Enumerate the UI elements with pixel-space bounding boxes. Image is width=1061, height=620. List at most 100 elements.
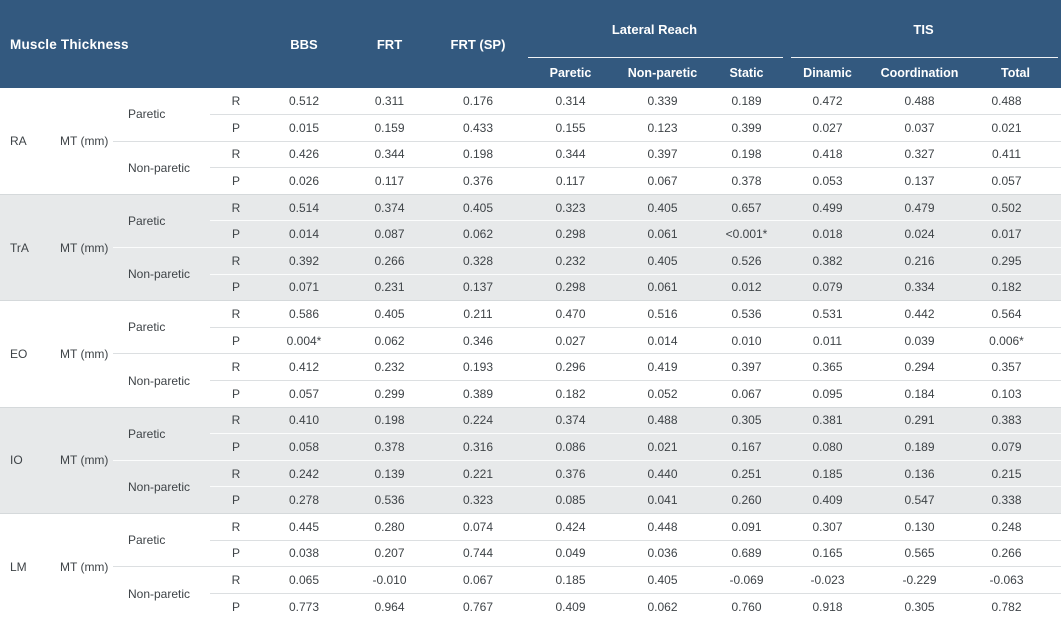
- value-cell: 0.586: [262, 300, 346, 328]
- table-row: P 0.015 0.159 0.433 0.155 0.123 0.399 0.027 0.03…: [0, 114, 1061, 142]
- value-cell: 0.344: [346, 140, 433, 168]
- stat-label: P: [210, 380, 262, 408]
- value-cell: 0.773: [262, 592, 346, 620]
- side-label: Non-paretic: [113, 459, 210, 514]
- value-cell: 0.182: [523, 380, 618, 408]
- value-cell: 0.041: [618, 486, 707, 514]
- subheader-total: Total: [970, 58, 1061, 88]
- value-cell: 0.405: [618, 247, 707, 275]
- value-cell: 0.266: [970, 539, 1061, 567]
- value-cell: 0.052: [618, 380, 707, 408]
- value-cell: 0.405: [433, 193, 523, 221]
- value-cell: 0.536: [707, 300, 786, 328]
- value-cell: 0.242: [262, 459, 346, 487]
- table-row: TrA MT (mm) Paretic R 0.514 0.374 0.405 0.323 0.…: [0, 193, 1061, 301]
- header-frt-sp: FRT (SP): [433, 0, 523, 88]
- value-cell: 0.266: [346, 247, 433, 275]
- value-cell: 0.298: [523, 220, 618, 248]
- table-body: RA MT (mm) Paretic R 0.512 0.311 0.176 0.314 0.3…: [0, 88, 1061, 620]
- header-group-tis: TIS: [786, 0, 1061, 58]
- table-row: Non-paretic R 0.426 0.344 0.198 0.344 0.397 0.1…: [0, 140, 1061, 195]
- value-cell: 0.374: [523, 406, 618, 434]
- value-cell: 0.071: [262, 273, 346, 301]
- side-label: Paretic: [113, 512, 210, 567]
- table-row: Non-paretic R 0.065 -0.010 0.067 0.185 0.405 -0…: [0, 566, 1061, 620]
- measure-label: MT (mm): [55, 193, 113, 301]
- table-row: P 0.057 0.299 0.389 0.182 0.052 0.067 0.095 0.18…: [0, 380, 1061, 408]
- value-cell: 0.411: [970, 140, 1061, 168]
- stat-label: P: [210, 167, 262, 195]
- value-cell: 0.182: [970, 273, 1061, 301]
- value-cell: 0.316: [433, 433, 523, 461]
- value-cell: 0.564: [970, 300, 1061, 328]
- stat-label: P: [210, 114, 262, 142]
- muscle-label: RA: [10, 133, 27, 148]
- muscle-label: EO: [0, 300, 55, 408]
- value-cell: 0.311: [374, 94, 405, 109]
- table-row: P 0.071 0.231 0.137 0.298 0.061 0.012 0.079 0.33…: [0, 273, 1061, 301]
- value-cell: -0.069: [707, 566, 786, 594]
- value-cell: 0.067: [433, 566, 523, 594]
- table-row: P 0.038 0.207 0.744 0.049 0.036 0.689 0.165 0.56…: [0, 539, 1061, 567]
- value-cell: 0.296: [523, 353, 618, 381]
- value-cell: 0.531: [786, 300, 869, 328]
- value-cell: 0.251: [707, 459, 786, 487]
- table-row: P 0.014 0.087 0.062 0.298 0.061 <0.001* 0.018 0.…: [0, 220, 1061, 248]
- value-cell: 0.185: [523, 566, 618, 594]
- value-cell: 0.338: [970, 486, 1061, 514]
- header-frt: FRT: [346, 0, 433, 88]
- value-cell: 0.307: [786, 513, 869, 541]
- value-cell: 0.409: [786, 486, 869, 514]
- value-cell: 0.159: [346, 114, 433, 142]
- muscle-label: LM: [0, 513, 55, 620]
- value-cell: 0.039: [869, 326, 970, 354]
- value-cell: 0.405: [618, 193, 707, 221]
- side-label: Non-paretic: [113, 140, 210, 195]
- value-cell: 0.305: [869, 592, 970, 620]
- value-cell: 0.399: [707, 114, 786, 142]
- value-cell: 0.760: [707, 592, 786, 620]
- value-cell: 0.346: [433, 326, 523, 354]
- value-cell: 0.038: [262, 539, 346, 567]
- value-cell: 0.472: [812, 94, 843, 109]
- stat-label: P: [210, 326, 262, 354]
- header-bbs: BBS: [262, 0, 346, 88]
- value-cell: 0.405: [346, 300, 433, 328]
- value-cell: 0.232: [523, 247, 618, 275]
- value-cell: 0.305: [707, 406, 786, 434]
- table-row: P 0.773 0.964 0.767 0.409 0.062 0.760 0.918 0.30…: [0, 592, 1061, 620]
- table-row: Non-paretic R 0.242 0.139 0.221 0.376 0.440 0.2…: [0, 459, 1061, 514]
- value-cell: 0.424: [523, 513, 618, 541]
- table-row: RA MT (mm) Paretic R 0.512 0.311 0.176 0.314 0.3…: [0, 88, 1061, 148]
- value-cell: 0.027: [523, 326, 618, 354]
- value-cell: 0.062: [618, 592, 707, 620]
- subheader-non-paretic: Non-paretic: [618, 58, 707, 88]
- stat-label: R: [210, 140, 262, 168]
- value-cell: 0.295: [970, 247, 1061, 275]
- value-cell: 0.165: [786, 539, 869, 567]
- subheader-coordination: Coordination: [869, 58, 970, 88]
- value-cell: 0.137: [869, 167, 970, 195]
- stat-label: R: [231, 94, 241, 109]
- value-cell: 0.231: [346, 273, 433, 301]
- value-cell: <0.001*: [707, 220, 786, 248]
- value-cell: 0.079: [786, 273, 869, 301]
- value-cell: 0.061: [618, 273, 707, 301]
- value-cell: 0.378: [707, 167, 786, 195]
- value-cell: 0.782: [970, 592, 1061, 620]
- measure-label: MT (mm): [55, 406, 113, 514]
- stat-label: P: [210, 433, 262, 461]
- value-cell: 0.328: [433, 247, 523, 275]
- stat-label: R: [210, 193, 262, 221]
- value-cell: 0.479: [869, 193, 970, 221]
- value-cell: 0.037: [869, 114, 970, 142]
- value-cell: 0.221: [433, 459, 523, 487]
- value-cell: 0.918: [786, 592, 869, 620]
- muscle-label: TrA: [0, 193, 55, 301]
- value-cell: 0.382: [786, 247, 869, 275]
- value-cell: 0.010: [707, 326, 786, 354]
- value-cell: 0.344: [523, 140, 618, 168]
- value-cell: 0.137: [433, 273, 523, 301]
- value-cell: 0.488: [618, 406, 707, 434]
- value-cell: 0.198: [346, 406, 433, 434]
